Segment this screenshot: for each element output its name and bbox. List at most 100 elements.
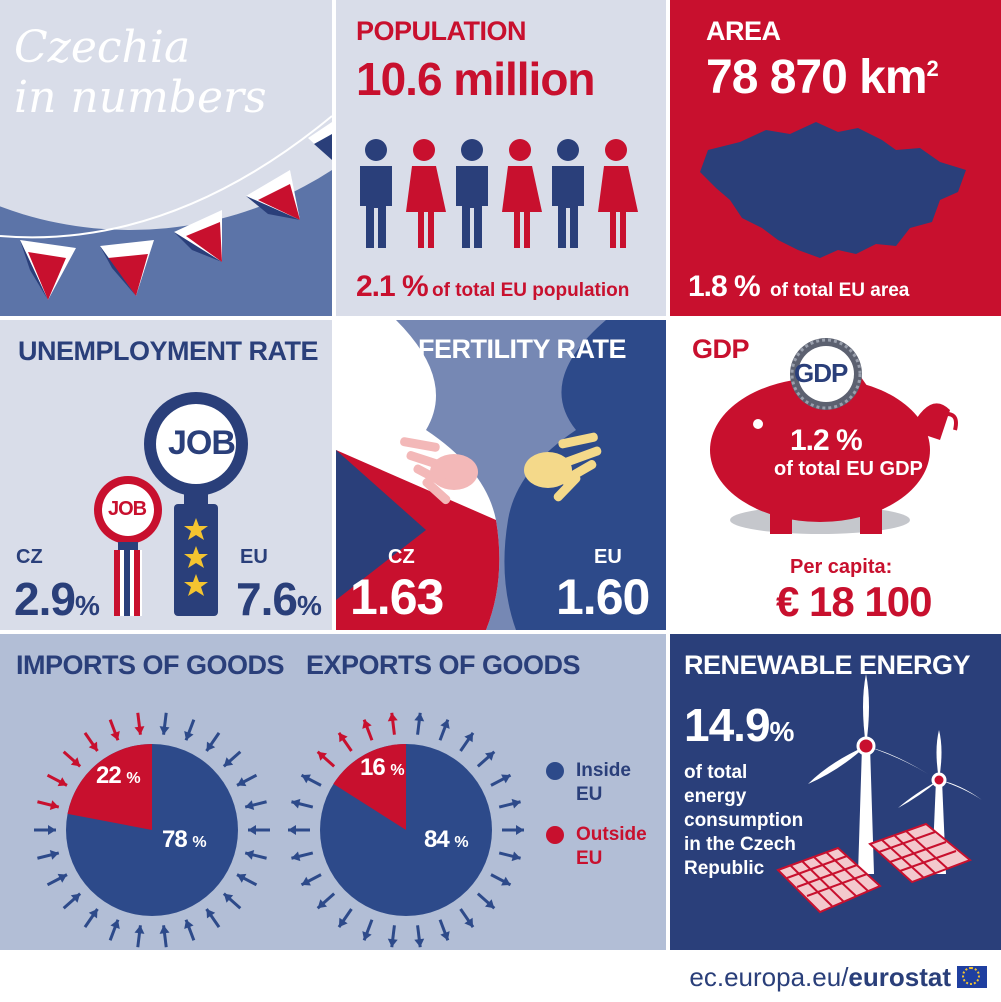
arrow-inside-eu (205, 732, 221, 752)
area-value: 78 870 km2 (706, 50, 939, 105)
population-share: 2.1 % (356, 270, 429, 303)
job-label-large: JOB (168, 424, 236, 462)
footer-url: ec.europa.eu/ (689, 962, 849, 992)
footer-brand[interactable]: ec.europa.eu/eurostat (689, 962, 951, 993)
arrow-inside-eu (62, 892, 82, 910)
arrow-inside-eu (316, 892, 336, 910)
page-title-line2: in numbers (14, 72, 267, 123)
fertility-eu-label: EU (594, 546, 622, 568)
job-label-small: JOB (108, 498, 147, 520)
unemployment-eu-label: EU (240, 546, 268, 568)
arrow-outside-eu (134, 712, 145, 735)
gdp-per-capita-value: € 18 100 (776, 578, 932, 625)
eu-flag-icon (957, 966, 987, 988)
renewable-tile: RENEWABLE ENERGY 14.9% of total energy c… (670, 634, 1001, 950)
renewable-line1: of total (684, 762, 748, 783)
imports-title: IMPORTS OF GOODS (16, 650, 285, 680)
arrow-inside-eu (362, 919, 374, 941)
arrow-inside-eu (300, 873, 322, 887)
pie-slice-outside-eu (333, 744, 406, 830)
trade-pie-charts (34, 712, 524, 948)
footer: ec.europa.eu/eurostat (0, 950, 1001, 1002)
unemployment-eu-value: 7.6% (236, 572, 322, 626)
people-icons (360, 139, 638, 248)
exports-inside-pct: % (454, 834, 468, 851)
arrow-outside-eu (387, 712, 398, 735)
arrow-inside-eu (222, 892, 242, 910)
population-value: 10.6 million (356, 53, 596, 105)
population-tile: POPULATION 10.6 million 2.1 % of total E… (336, 0, 666, 316)
arrow-inside-eu (108, 919, 120, 941)
area-unit-sup: 2 (926, 56, 939, 81)
arrow-inside-eu (46, 873, 68, 887)
unemployment-cz-value: 2.9% (14, 572, 100, 626)
arrow-outside-eu (337, 732, 353, 752)
arrow-outside-eu (46, 773, 68, 787)
arrow-inside-eu (337, 908, 353, 928)
arrow-inside-eu (236, 773, 258, 787)
area-tile: AREA 78 870 km2 1.8 % of total EU area (670, 0, 1001, 316)
arrow-inside-eu (498, 798, 521, 809)
arrow-outside-eu (83, 732, 99, 752)
renewable-line3: consumption (684, 810, 804, 831)
arrow-inside-eu (498, 851, 521, 862)
arrow-inside-eu (134, 925, 145, 948)
arrow-inside-eu (387, 925, 398, 948)
trade-tile: IMPORTS OF GOODS EXPORTS OF GOODS 22 % 7… (0, 634, 666, 950)
arrow-outside-eu (37, 800, 60, 810)
job-signs-icon (94, 392, 248, 616)
piggy-bank-icon (710, 338, 958, 534)
man-icon (552, 139, 584, 248)
population-share-label: of total EU population (432, 280, 630, 301)
renewable-line4: in the Czech (684, 834, 796, 855)
imports-outside-pct: % (126, 770, 140, 787)
hand-icon-left (400, 437, 478, 505)
arrow-inside-eu (159, 712, 170, 735)
arrow-inside-eu (438, 719, 450, 741)
arrow-inside-eu (244, 800, 267, 810)
woman-icon (406, 139, 446, 248)
arrow-inside-eu (288, 825, 310, 835)
area-number: 78 870 km (706, 51, 928, 104)
arrow-inside-eu (414, 712, 425, 735)
arrow-inside-eu (291, 798, 314, 809)
arrow-inside-eu (414, 925, 425, 948)
hand-icon-right (524, 432, 602, 502)
arrow-inside-eu (300, 773, 322, 787)
arrow-inside-eu (490, 873, 512, 887)
woman-icon (598, 139, 638, 248)
czech-map-icon (700, 122, 966, 258)
renewable-line2: energy (684, 786, 747, 807)
footer-eurostat: eurostat (848, 962, 951, 992)
unemployment-tile: UNEMPLOYMENT RATE JOB JOB CZ 2.9% EU 7.6… (0, 320, 332, 630)
exports-outside-pct: % (390, 762, 404, 779)
renewable-value: 14.9% (684, 698, 794, 752)
woman-icon (502, 139, 542, 248)
exports-outside-label: 16 % (360, 754, 405, 782)
gdp-tile: GDP GDP 1.2 % of total EU GDP Per capita… (670, 320, 1001, 630)
gdp-share: 1.2 % (790, 424, 863, 457)
area-share-label: of total EU area (770, 280, 910, 301)
exports-inside-label: 84 % (424, 826, 469, 854)
header-tile: Czechia in numbers (0, 0, 332, 316)
arrow-inside-eu (83, 908, 99, 928)
fertility-cz-label: CZ (388, 546, 415, 568)
imports-outside-value: 22 (96, 762, 122, 789)
gdp-share-label: of total EU GDP (774, 458, 923, 480)
arrow-inside-eu (205, 908, 221, 928)
wind-solar-icon (776, 674, 982, 914)
fertility-illustration (336, 320, 666, 630)
arrow-inside-eu (34, 825, 56, 835)
page-title-line1: Czechia (14, 22, 191, 73)
imports-inside-label: 78 % (162, 826, 207, 854)
exports-outside-value: 16 (360, 754, 386, 781)
legend-inside-swatch (546, 762, 564, 780)
eu-rate-pct: % (296, 590, 322, 621)
arrow-inside-eu (236, 873, 258, 887)
cz-rate-number: 2.9 (14, 573, 76, 625)
bunting-decoration (0, 0, 332, 300)
imports-inside-pct: % (192, 834, 206, 851)
arrow-outside-eu (316, 750, 336, 768)
unemployment-title: UNEMPLOYMENT RATE (18, 336, 319, 366)
star-icon (184, 518, 208, 596)
